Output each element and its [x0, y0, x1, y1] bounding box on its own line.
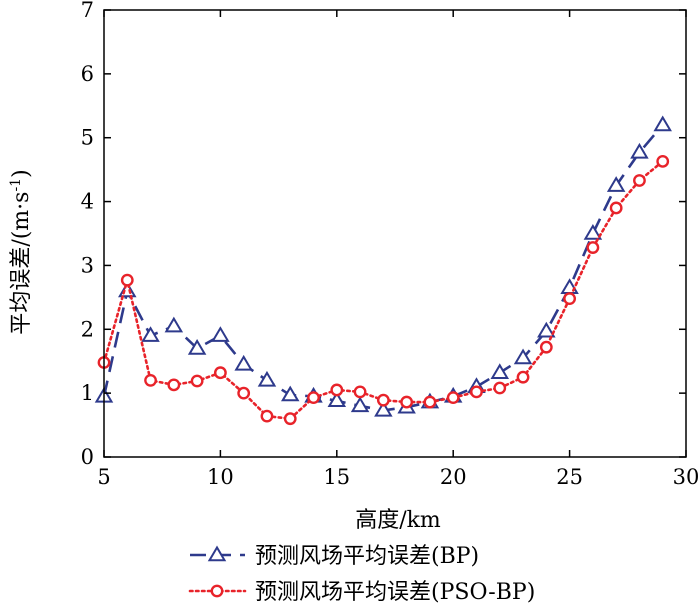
series-pso-bp-marker	[260, 409, 274, 423]
series-pso-bp-marker	[493, 381, 507, 395]
series-pso-bp-line	[102, 160, 665, 421]
series-bp-marker	[187, 338, 207, 355]
series-bp-marker	[560, 278, 579, 295]
y-tick-label: 5	[81, 126, 94, 150]
legend: 预测风场平均误差(BP) 预测风场平均误差(PSO-BP)	[188, 544, 535, 605]
plot-frame	[103, 9, 687, 458]
y-tick-label: 3	[81, 253, 94, 277]
tick-labels: 5 10 15 20 25 30 0 1 2 3 4 5 6 7	[81, 0, 700, 489]
y-tick-label: 6	[81, 62, 94, 86]
series-pso-bp-marker	[376, 393, 390, 407]
series-pso-bp-marker	[144, 373, 157, 387]
series-bp-marker	[164, 316, 184, 333]
x-tick-label: 5	[97, 465, 110, 489]
y-axis-label-superscript: -1	[8, 178, 24, 192]
series-pso-bp-marker	[539, 340, 553, 354]
series-pso-bp-marker	[330, 383, 344, 397]
series-bp-marker	[653, 115, 672, 132]
series-pso-bp-marker	[656, 154, 670, 168]
series-pso-bp-marker	[609, 201, 623, 215]
series-bp-marker	[350, 396, 370, 413]
series-pso-bp-marker	[516, 370, 530, 384]
legend-pso-bp-marker	[210, 584, 224, 598]
x-axis-label: 高度/km	[355, 508, 441, 533]
series-pso-bp	[97, 154, 670, 426]
series-pso-bp-marker	[167, 378, 181, 392]
x-tick-label: 25	[556, 465, 583, 489]
series-layer	[94, 115, 672, 426]
series-pso-bp-marker	[446, 391, 460, 405]
series-bp-marker	[327, 391, 347, 408]
series-pso-bp-marker	[307, 391, 320, 405]
y-tick-label: 1	[81, 381, 94, 405]
series-bp-marker	[513, 348, 533, 365]
series-pso-bp-marker	[586, 241, 600, 254]
series-bp-marker	[606, 176, 626, 192]
series-bp-line	[102, 124, 664, 412]
series-pso-bp-marker	[120, 273, 134, 287]
series-bp-marker	[490, 363, 510, 379]
series-pso-bp-marker	[423, 395, 437, 409]
series-bp-marker	[630, 142, 649, 159]
y-tick-label: 4	[81, 190, 94, 214]
y-tick-label: 0	[81, 445, 94, 469]
series-bp-marker	[234, 354, 253, 371]
series-bp-marker	[257, 370, 277, 387]
y-tick-label: 2	[81, 317, 94, 341]
series-bp-marker	[537, 321, 556, 338]
x-tick-label: 10	[207, 465, 234, 489]
y-axis-label: 平均误差/(m·s-1)	[8, 169, 34, 334]
series-pso-bp-marker	[470, 385, 483, 399]
legend-bp: 预测风场平均误差(BP)	[190, 544, 479, 569]
x-tick-label: 20	[440, 465, 467, 489]
series-bp-marker	[211, 326, 230, 342]
series-pso-bp-marker	[400, 395, 414, 409]
series-pso-bp-marker	[353, 385, 367, 399]
series-bp-marker	[141, 326, 160, 342]
series-bp-marker	[374, 400, 393, 417]
x-tick-label: 15	[323, 465, 350, 489]
series-pso-bp-marker	[283, 412, 297, 426]
legend-bp-label: 预测风场平均误差(BP)	[255, 544, 479, 569]
series-bp-marker	[280, 385, 300, 402]
series-pso-bp-marker	[237, 386, 251, 400]
axes	[103, 9, 687, 458]
y-tick-label: 7	[81, 0, 94, 22]
x-tick-label: 30	[673, 465, 700, 489]
legend-pso-bp-label: 预测风场平均误差(PSO-BP)	[255, 580, 535, 605]
series-pso-bp-marker	[190, 374, 204, 388]
legend-pso-bp: 预测风场平均误差(PSO-BP)	[188, 580, 535, 605]
legend-bp-marker	[207, 545, 227, 562]
series-pso-bp-marker	[213, 366, 227, 380]
series-pso-bp-marker	[563, 292, 576, 306]
series-bp	[94, 115, 672, 417]
series-pso-bp-marker	[633, 174, 646, 187]
series-bp-marker	[583, 224, 603, 240]
